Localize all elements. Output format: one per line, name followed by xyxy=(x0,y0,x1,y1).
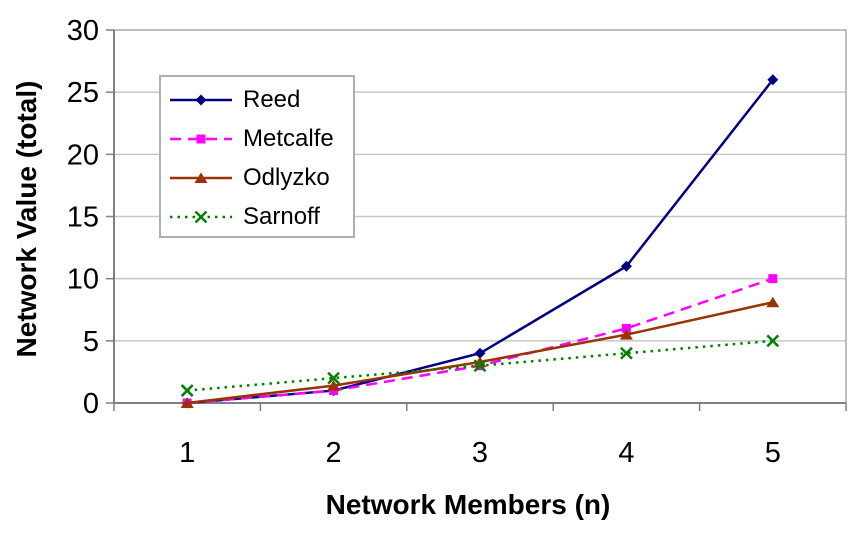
marker-sarnoff-1 xyxy=(180,384,194,397)
legend-item-reed: Reed xyxy=(161,80,353,119)
marker-odlyzko-5 xyxy=(766,296,780,308)
y-tick-label-5: 5 xyxy=(83,326,99,358)
marker-reed-5 xyxy=(767,74,779,86)
legend-label-odlyzko: Odlyzko xyxy=(243,163,330,191)
legend: Reed Metcalfe Odlyzko Sarnoff xyxy=(159,75,355,238)
legend-marker-odlyzko xyxy=(194,172,208,183)
x-tick-label-3: 3 xyxy=(472,437,488,469)
legend-marker-reed xyxy=(195,94,207,105)
legend-sample-reed xyxy=(170,94,232,105)
series-odlyzko xyxy=(180,296,780,408)
marker-odlyzko-3 xyxy=(473,356,487,367)
legend-marker-sarnoff xyxy=(194,210,208,223)
marker-reed-3 xyxy=(474,347,486,359)
y-tick-label-10: 10 xyxy=(67,264,99,296)
x-tick-label-1: 1 xyxy=(179,437,195,469)
legend-sample-sarnoff xyxy=(170,210,232,223)
marker-metcalfe-5 xyxy=(768,274,778,284)
legend-item-metcalfe: Metcalfe xyxy=(161,119,353,158)
marker-metcalfe-4 xyxy=(621,323,631,333)
x-tick-label-2: 2 xyxy=(326,437,342,469)
marker-odlyzko-2 xyxy=(327,380,341,391)
marker-reed-4 xyxy=(620,260,632,272)
legend-label-metcalfe: Metcalfe xyxy=(243,124,334,152)
y-tick-label-15: 15 xyxy=(67,202,99,234)
y-tick-label-30: 30 xyxy=(67,15,99,47)
x-axis-title: Network Members (n) xyxy=(325,489,611,520)
legend-label-reed: Reed xyxy=(243,85,301,113)
y-tick-label-20: 20 xyxy=(67,139,99,171)
legend-sample-metcalfe xyxy=(170,134,232,143)
marker-odlyzko-1 xyxy=(180,397,194,408)
legend-marker-metcalfe xyxy=(196,134,206,143)
marker-sarnoff-4 xyxy=(620,346,633,360)
legend-item-sarnoff: Sarnoff xyxy=(161,197,353,236)
marker-sarnoff-3 xyxy=(473,359,487,373)
legend-sample-odlyzko xyxy=(170,172,232,183)
legend-label-sarnoff: Sarnoff xyxy=(243,202,320,230)
marker-sarnoff-2 xyxy=(327,371,340,385)
marker-odlyzko-4 xyxy=(619,329,633,340)
marker-sarnoff-5 xyxy=(766,334,780,348)
y-tick-label-25: 25 xyxy=(67,77,99,109)
legend-item-odlyzko: Odlyzko xyxy=(161,158,353,197)
x-tick-label-5: 5 xyxy=(765,437,781,469)
x-tick-label-4: 4 xyxy=(618,437,634,469)
y-axis-title: Network Value (total) xyxy=(11,80,42,358)
series-sarnoff xyxy=(180,334,780,397)
y-tick-label-0: 0 xyxy=(83,388,99,420)
